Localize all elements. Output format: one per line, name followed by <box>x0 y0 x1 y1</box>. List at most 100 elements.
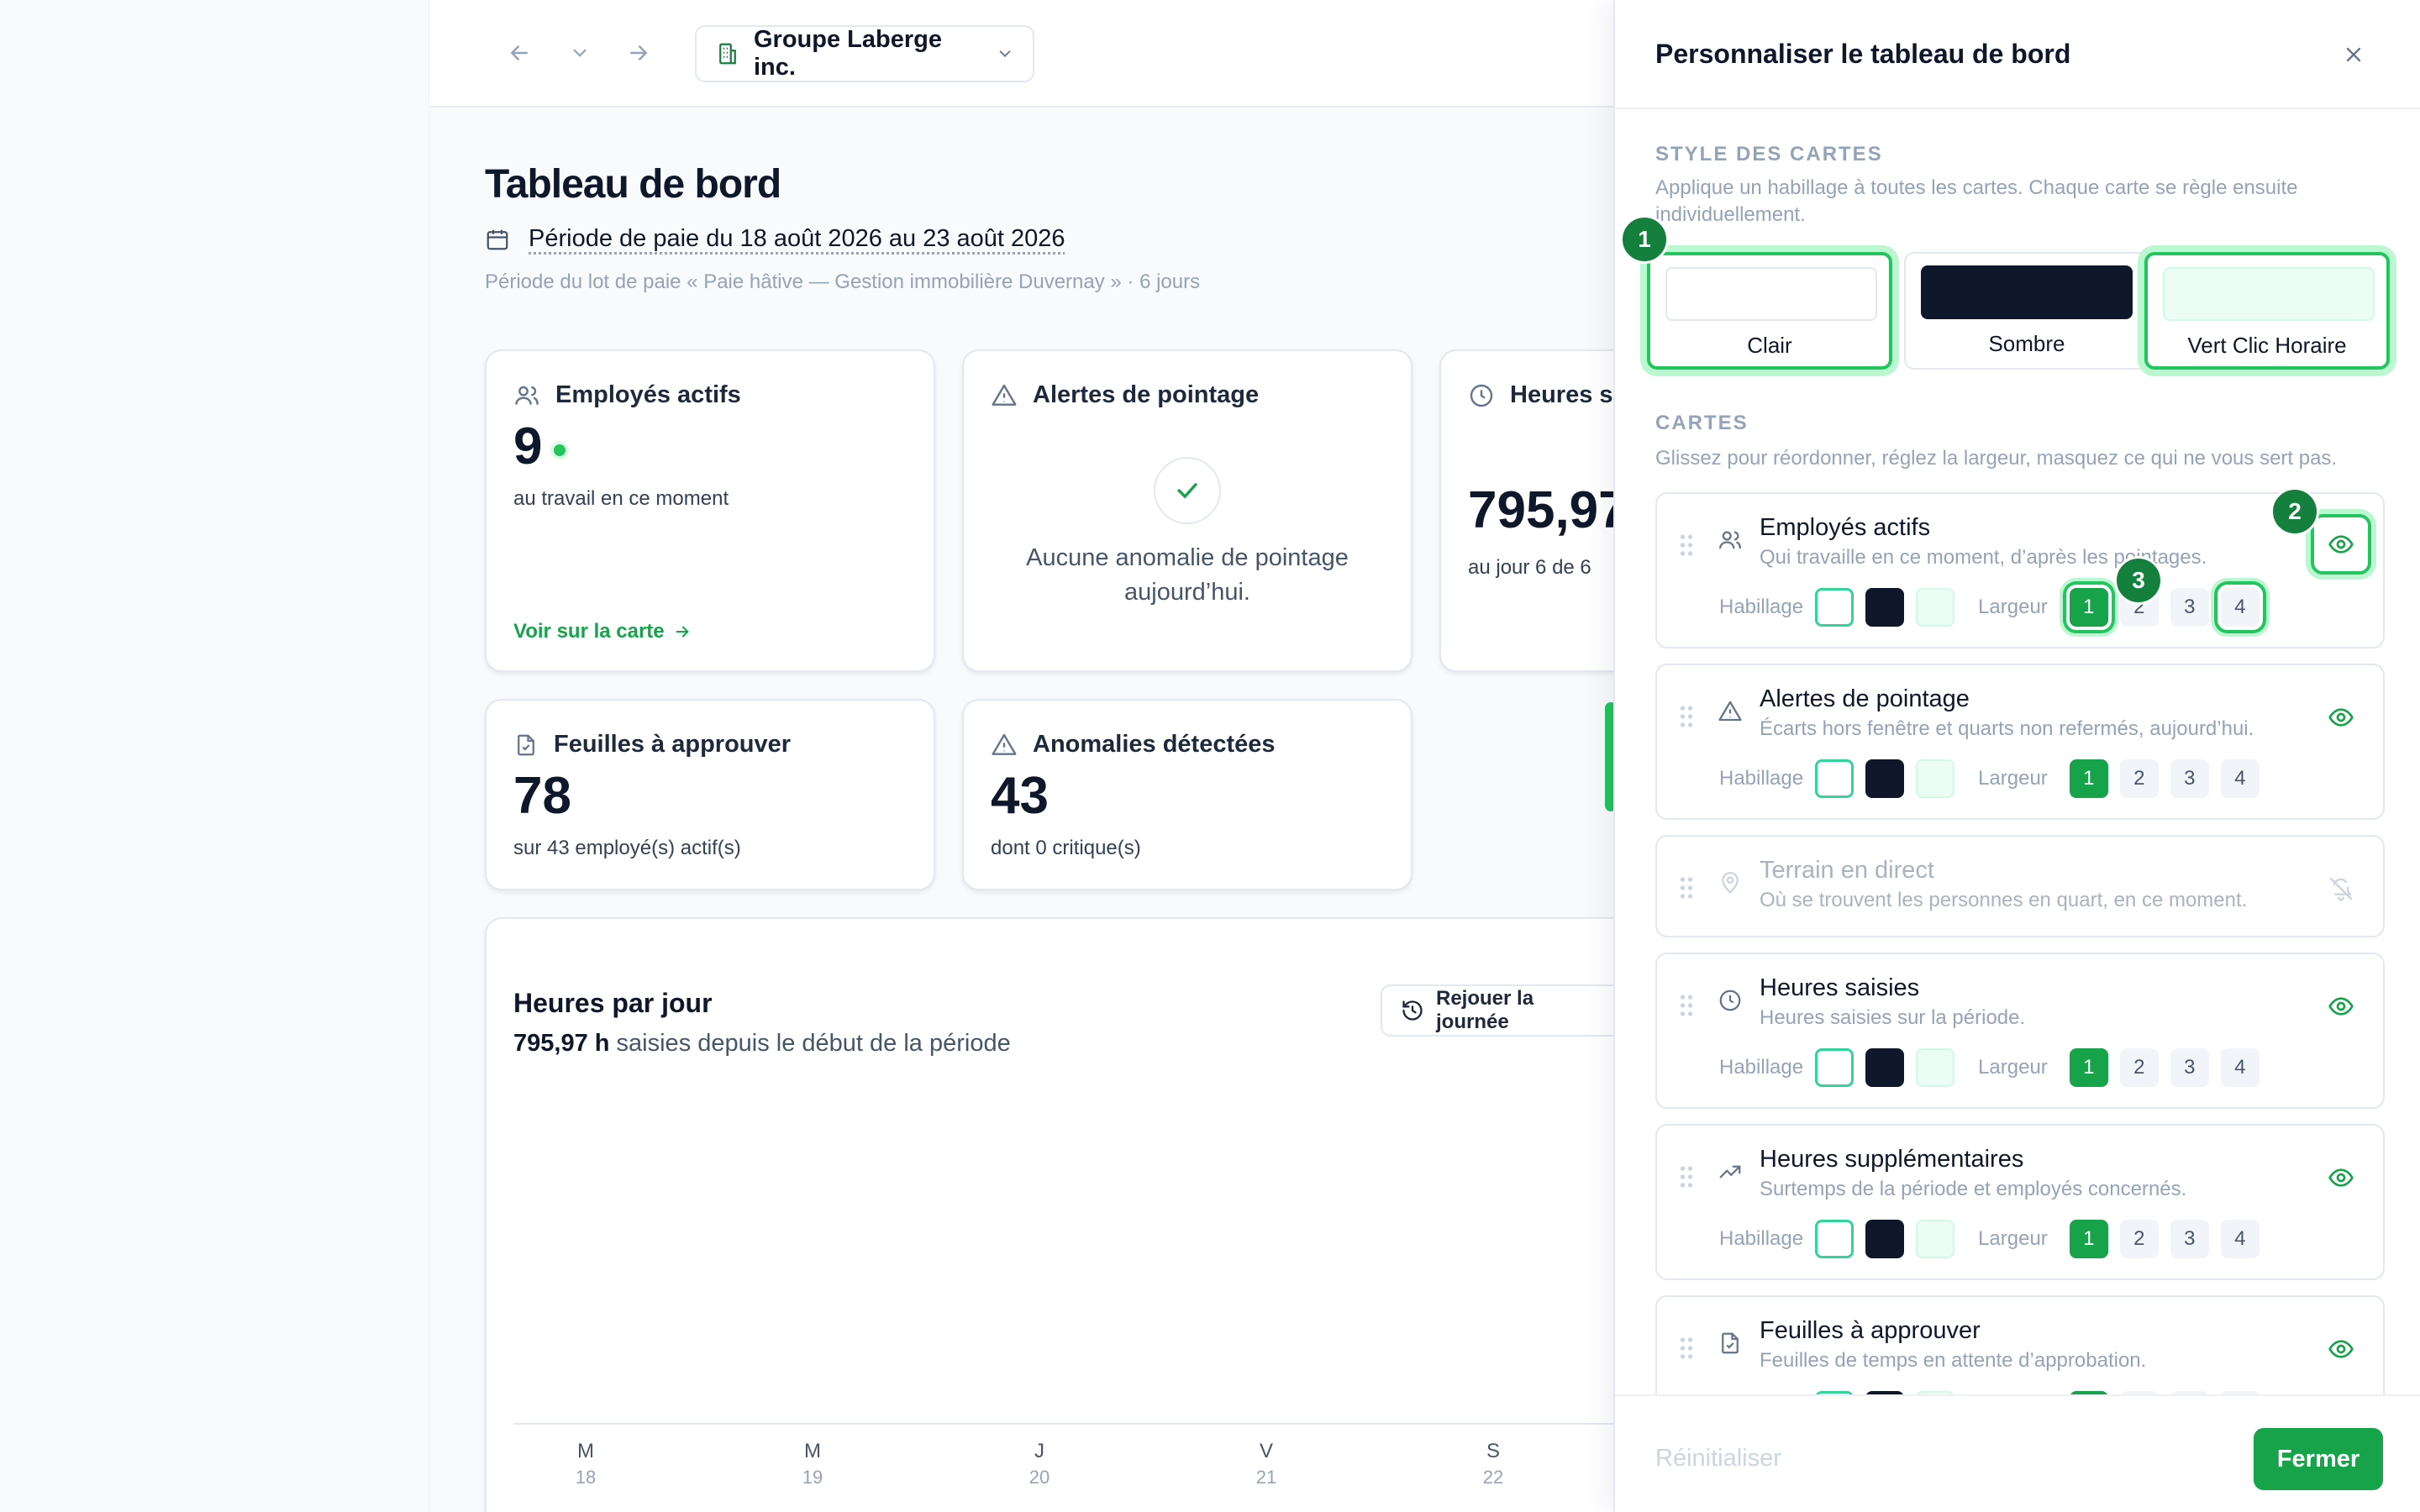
skin-option-light[interactable] <box>1815 759 1854 798</box>
drag-handle-icon[interactable] <box>1679 993 1694 1018</box>
close-button[interactable]: Fermer <box>2254 1428 2383 1490</box>
card-config-name: Feuilles à approuver <box>1760 1317 1981 1344</box>
trending-up-icon <box>1718 1159 1743 1184</box>
skin-option-light[interactable] <box>1815 1220 1854 1258</box>
pay-period-link[interactable]: Période de paie du 18 août 2026 au 23 ao… <box>529 225 1065 252</box>
replay-label: Rejouer la journée <box>1436 987 1534 1033</box>
eye-off-icon[interactable] <box>2321 869 2361 909</box>
width-option-4[interactable]: 4 <box>2220 1048 2260 1087</box>
skin-option-light[interactable] <box>1815 588 1854 627</box>
width-option-2[interactable]: 2 <box>2119 1048 2159 1087</box>
pay-period-subtitle: Période du lot de paie « Paie hâtive — G… <box>485 270 1201 293</box>
view-on-map-link[interactable]: Voir sur la carte <box>513 620 692 643</box>
reset-button[interactable]: Réinitialiser <box>1655 1445 1781 1472</box>
close-icon[interactable] <box>2334 35 2373 74</box>
chart-title: Heures par jour <box>513 988 713 1018</box>
active-count: 9 <box>513 417 543 475</box>
style-label: Clair <box>1747 333 1792 358</box>
arrow-right-icon <box>673 622 692 641</box>
x-tick-day: 20 <box>1028 1467 1050 1488</box>
width-option-3[interactable]: 3 <box>2170 1391 2209 1394</box>
history-chevron-down-icon[interactable] <box>560 34 599 72</box>
width-option-3[interactable]: 3 <box>2170 1220 2209 1258</box>
eye-icon[interactable] <box>2321 697 2361 738</box>
drag-handle-icon[interactable] <box>1679 1164 1694 1189</box>
eye-icon[interactable] <box>2321 986 2361 1026</box>
card-config-item[interactable]: Feuilles à approuver Feuilles de temps en… <box>1655 1295 2385 1394</box>
organization-selector[interactable]: Groupe Laberge inc. <box>695 25 1034 82</box>
pay-period[interactable]: Période de paie du 18 août 2026 au 23 ao… <box>485 225 1065 253</box>
card-subtitle: sur 43 employé(s) actif(s) <box>513 837 741 859</box>
card-subtitle: au jour 6 de 6 <box>1468 556 1591 579</box>
width-option-2[interactable]: 2 <box>2119 1220 2159 1258</box>
drag-handle-icon[interactable] <box>1679 704 1694 729</box>
drawer-footer: Réinitialiser Fermer <box>1615 1394 2420 1512</box>
width-option-4[interactable]: 4 <box>2220 588 2260 627</box>
skin-option-green[interactable] <box>1916 588 1955 627</box>
back-arrow-icon[interactable] <box>500 34 539 72</box>
skin-option-dark[interactable] <box>1865 1220 1905 1258</box>
calendar-icon <box>485 227 510 252</box>
eye-icon[interactable] <box>2321 1158 2361 1198</box>
card-config-item[interactable]: Heures saisies Heures saisies sur la péri… <box>1655 953 2385 1109</box>
card-config-name: Alertes de pointage <box>1760 685 1970 712</box>
step-badge-1: 1 <box>1620 215 1669 264</box>
history-icon <box>1401 999 1424 1022</box>
width-option-1[interactable]: 1 <box>2069 588 2108 627</box>
width-option-2[interactable]: 2 <box>2119 759 2159 798</box>
building-icon <box>715 41 740 66</box>
width-option-2[interactable]: 2 <box>2119 1391 2159 1394</box>
card-config-name: Heures saisies <box>1760 974 1920 1001</box>
skin-option-green[interactable] <box>1916 759 1955 798</box>
card-config-item[interactable]: Terrain en direct Où se trouvent les pers… <box>1655 835 2385 937</box>
width-option-3[interactable]: 3 <box>2170 759 2209 798</box>
drag-handle-icon[interactable] <box>1679 875 1694 900</box>
drag-handle-icon[interactable] <box>1679 1336 1694 1361</box>
card-config-name: Terrain en direct <box>1760 857 1934 884</box>
width-option-3[interactable]: 3 <box>2170 1048 2209 1087</box>
skin-option-light[interactable] <box>1815 1048 1854 1087</box>
style-option-sombre[interactable]: Sombre <box>1904 252 2149 370</box>
width-option-1[interactable]: 1 <box>2069 1220 2108 1258</box>
card-title: Feuilles à approuver <box>554 731 792 758</box>
x-tick-day: 18 <box>575 1467 597 1488</box>
width-option-3[interactable]: 3 <box>2170 588 2209 627</box>
eye-icon[interactable] <box>2321 1329 2361 1369</box>
style-option-clair[interactable]: Clair <box>1647 252 1892 370</box>
replay-day-button[interactable]: Rejouer la journée <box>1381 984 1628 1037</box>
width-option-1[interactable]: 1 <box>2069 759 2108 798</box>
skin-option-green[interactable] <box>1916 1220 1955 1258</box>
card-config-item[interactable]: Heures supplémentaires Surtemps de la pér… <box>1655 1124 2385 1280</box>
habillage-label: Habillage <box>1719 596 1804 618</box>
card-config-item[interactable]: Alertes de pointage Écarts hors fenêtre e… <box>1655 664 2385 820</box>
card-config-description: Écarts hors fenêtre et quarts non referm… <box>1760 717 2254 740</box>
warning-triangle-icon <box>1718 699 1743 724</box>
width-option-4[interactable]: 4 <box>2220 759 2260 798</box>
style-option-vert[interactable]: Vert Clic Horaire <box>2144 252 2390 370</box>
chart-subtitle-text: saisies depuis le début de la période <box>616 1030 1011 1057</box>
skin-option-green[interactable] <box>1916 1048 1955 1087</box>
width-option-4[interactable]: 4 <box>2220 1391 2260 1394</box>
width-option-1[interactable]: 1 <box>2069 1391 2108 1394</box>
skin-option-dark[interactable] <box>1865 588 1905 627</box>
x-tick-letter: V <box>1259 1440 1273 1462</box>
style-label: Sombre <box>1988 331 2065 356</box>
eye-icon[interactable] <box>2311 514 2371 575</box>
width-option-1[interactable]: 1 <box>2069 1048 2108 1087</box>
file-check-icon <box>1718 1331 1743 1356</box>
card-style-description: Applique un habillage à toutes les carte… <box>1655 176 2298 226</box>
card-config-item[interactable]: Employés actifs Qui travaille en ce momen… <box>1655 492 2385 648</box>
forward-arrow-icon[interactable] <box>619 34 658 72</box>
x-tick-day: 22 <box>1482 1467 1504 1488</box>
card-config-description: Surtemps de la période et employés conce… <box>1760 1178 2187 1200</box>
warning-triangle-icon <box>991 382 1018 409</box>
skin-option-dark[interactable] <box>1865 1048 1905 1087</box>
step-badge-2: 2 <box>2270 487 2319 536</box>
drag-handle-icon[interactable] <box>1679 533 1694 558</box>
skin-option-dark[interactable] <box>1865 759 1905 798</box>
x-tick-day: 19 <box>802 1467 823 1488</box>
width-option-4[interactable]: 4 <box>2220 1220 2260 1258</box>
chevron-down-icon <box>996 45 1014 63</box>
